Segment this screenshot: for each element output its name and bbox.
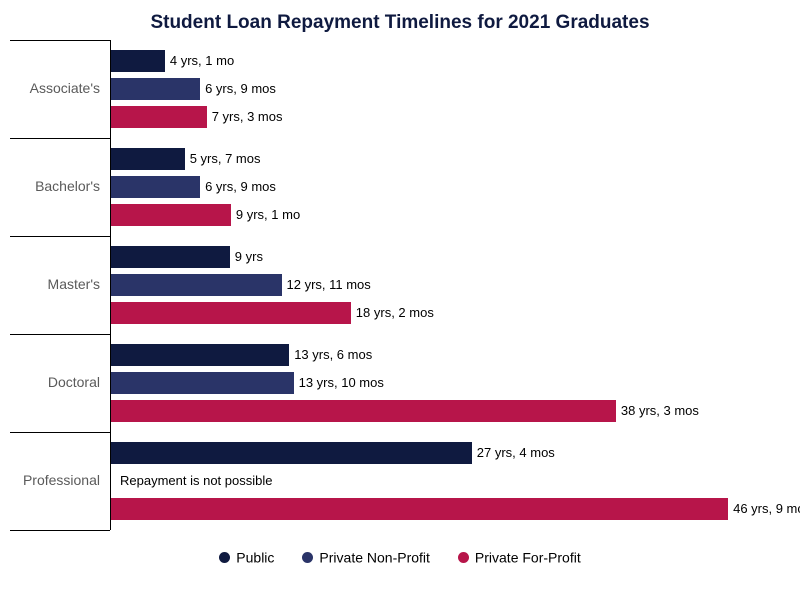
legend-item-pnp: Private Non-Profit xyxy=(302,548,429,565)
bar-label: 46 yrs, 9 mos xyxy=(733,498,800,520)
group-separator xyxy=(10,138,110,139)
bar-label: 13 yrs, 6 mos xyxy=(294,344,372,366)
bar-label: 6 yrs, 9 mos xyxy=(205,78,276,100)
bar-label: 7 yrs, 3 mos xyxy=(212,106,283,128)
legend: Public Private Non-Profit Private For-Prof… xyxy=(0,548,800,565)
bar-pnp xyxy=(111,274,282,296)
bar-label: 12 yrs, 11 mos xyxy=(287,274,371,296)
legend-label: Private Non-Profit xyxy=(319,549,429,565)
bar-pfp xyxy=(111,498,728,520)
group-separator xyxy=(10,432,110,433)
bar-pfp xyxy=(111,302,351,324)
bar-public xyxy=(111,148,185,170)
category-label: Bachelor's xyxy=(4,178,100,194)
bar-label: 13 yrs, 10 mos xyxy=(299,372,384,394)
legend-label: Private For-Profit xyxy=(475,549,581,565)
plot-area: Associate's4 yrs, 1 mo6 yrs, 9 mos7 yrs,… xyxy=(110,40,770,540)
group-separator xyxy=(10,40,110,41)
bar-label: 27 yrs, 4 mos xyxy=(477,442,555,464)
bar-public xyxy=(111,50,165,72)
bar-label: 6 yrs, 9 mos xyxy=(205,176,276,198)
legend-swatch xyxy=(219,552,230,563)
bar-pfp xyxy=(111,204,231,226)
legend-item-public: Public xyxy=(219,548,274,565)
repayment-chart: Student Loan Repayment Timelines for 202… xyxy=(0,0,800,593)
legend-swatch xyxy=(302,552,313,563)
bar-public xyxy=(111,246,230,268)
bar-label: 5 yrs, 7 mos xyxy=(190,148,261,170)
bar-public xyxy=(111,442,472,464)
bar-label: Repayment is not possible xyxy=(116,470,272,492)
bar-pnp xyxy=(111,176,200,198)
bar-pfp xyxy=(111,106,207,128)
bar-label: 38 yrs, 3 mos xyxy=(621,400,699,422)
category-label: Master's xyxy=(4,276,100,292)
bar-public xyxy=(111,344,289,366)
group-separator xyxy=(10,530,110,531)
bar-label: 18 yrs, 2 mos xyxy=(356,302,434,324)
bar-label: 9 yrs, 1 mo xyxy=(236,204,300,226)
bar-pfp xyxy=(111,400,616,422)
group-separator xyxy=(10,236,110,237)
legend-label: Public xyxy=(236,549,274,565)
legend-item-pfp: Private For-Profit xyxy=(458,548,581,565)
legend-swatch xyxy=(458,552,469,563)
category-label: Professional xyxy=(4,472,100,488)
bar-label: 4 yrs, 1 mo xyxy=(170,50,234,72)
category-label: Doctoral xyxy=(4,374,100,390)
group-separator xyxy=(10,334,110,335)
bar-label: 9 yrs xyxy=(235,246,263,268)
bar-pnp xyxy=(111,372,294,394)
bar-pnp xyxy=(111,78,200,100)
category-label: Associate's xyxy=(4,80,100,96)
chart-title: Student Loan Repayment Timelines for 202… xyxy=(0,12,800,34)
